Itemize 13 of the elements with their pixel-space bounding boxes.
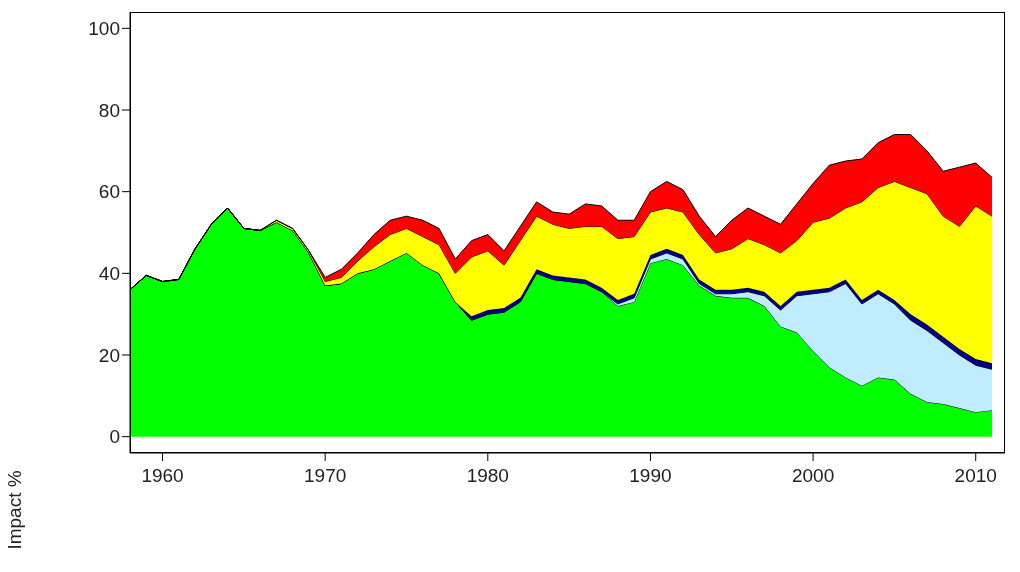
- x-tick-label: 2010: [954, 465, 997, 487]
- y-tick-label: 80: [98, 99, 120, 121]
- y-tick-label: 0: [109, 426, 120, 448]
- y-tick-label: 40: [98, 263, 120, 285]
- x-tick-label: 1960: [141, 465, 184, 487]
- y-tick-label: 20: [98, 344, 120, 366]
- x-tick-label: 1970: [304, 465, 347, 487]
- y-axis-title: Impact %: [4, 469, 26, 552]
- x-tick-label: 1990: [629, 465, 672, 487]
- x-tick-label: 1980: [466, 465, 509, 487]
- x-tick-label: 2000: [791, 465, 835, 487]
- y-tick-label: 60: [98, 181, 120, 203]
- y-tick-label: 100: [88, 18, 120, 40]
